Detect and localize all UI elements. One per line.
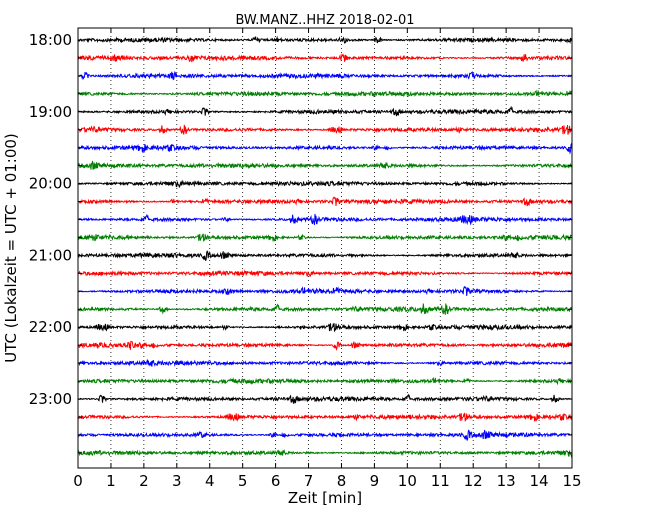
plot-frame bbox=[77, 27, 573, 469]
trace-5 bbox=[77, 105, 573, 117]
x-tick-label-9: 9 bbox=[370, 472, 380, 490]
x-tick-label-12: 12 bbox=[464, 472, 483, 490]
x-tick-label-7: 7 bbox=[304, 472, 314, 490]
trace-2 bbox=[77, 53, 573, 63]
x-tick-label-15: 15 bbox=[562, 472, 581, 490]
chart-title: BW.MANZ..HHZ 2018-02-01 bbox=[235, 13, 414, 28]
x-tick-label-5: 5 bbox=[238, 472, 248, 490]
trace-7 bbox=[77, 142, 573, 155]
x-tick-label-6: 6 bbox=[271, 472, 281, 490]
vertical-grid bbox=[110, 28, 540, 468]
x-axis-ticks: 0 1 2 3 4 5 6 7 8 9 10 11 12 13 14 15 bbox=[73, 28, 582, 490]
hour-label-0: 18:00 bbox=[29, 31, 72, 49]
trace-13 bbox=[77, 250, 573, 261]
x-axis-label: Zeit [min] bbox=[288, 489, 362, 507]
trace-22 bbox=[77, 412, 573, 422]
x-tick-label-11: 11 bbox=[431, 472, 450, 490]
trace-4 bbox=[77, 89, 573, 98]
trace-18 bbox=[77, 340, 573, 352]
x-tick-label-14: 14 bbox=[530, 472, 549, 490]
trace-17 bbox=[77, 322, 573, 332]
plot-background bbox=[78, 28, 572, 468]
trace-23 bbox=[77, 429, 573, 441]
trace-11 bbox=[77, 213, 573, 226]
hour-label-2: 20:00 bbox=[29, 175, 72, 193]
hour-label-3: 21:00 bbox=[29, 246, 72, 264]
trace-19 bbox=[77, 359, 573, 367]
x-tick-label-0: 0 bbox=[73, 472, 83, 490]
trace-20 bbox=[77, 376, 573, 386]
x-tick-label-10: 10 bbox=[398, 472, 417, 490]
x-tick-label-3: 3 bbox=[172, 472, 182, 490]
x-tick-label-4: 4 bbox=[205, 472, 215, 490]
seismic-traces bbox=[77, 35, 573, 458]
trace-15 bbox=[77, 285, 573, 296]
trace-8 bbox=[77, 160, 573, 170]
trace-21 bbox=[77, 393, 573, 404]
x-tick-label-2: 2 bbox=[139, 472, 149, 490]
trace-10 bbox=[77, 196, 573, 207]
y-axis-ticks: 18:00 19:00 20:00 21:00 22:00 23:00 bbox=[29, 31, 572, 454]
y-axis-label: UTC (Lokalzeit = UTC + 01:00) bbox=[2, 133, 20, 363]
trace-16 bbox=[77, 303, 573, 315]
trace-1 bbox=[77, 35, 573, 44]
trace-12 bbox=[77, 233, 573, 242]
trace-24 bbox=[77, 448, 573, 458]
trace-3 bbox=[77, 70, 573, 81]
trace-9 bbox=[77, 179, 573, 189]
x-tick-label-8: 8 bbox=[337, 472, 347, 490]
x-tick-label-1: 1 bbox=[106, 472, 116, 490]
hour-label-1: 19:00 bbox=[29, 103, 72, 121]
hour-label-4: 22:00 bbox=[29, 318, 72, 336]
hour-label-5: 23:00 bbox=[29, 390, 72, 408]
trace-6 bbox=[77, 124, 573, 135]
trace-14 bbox=[77, 269, 573, 278]
x-tick-label-13: 13 bbox=[497, 472, 516, 490]
